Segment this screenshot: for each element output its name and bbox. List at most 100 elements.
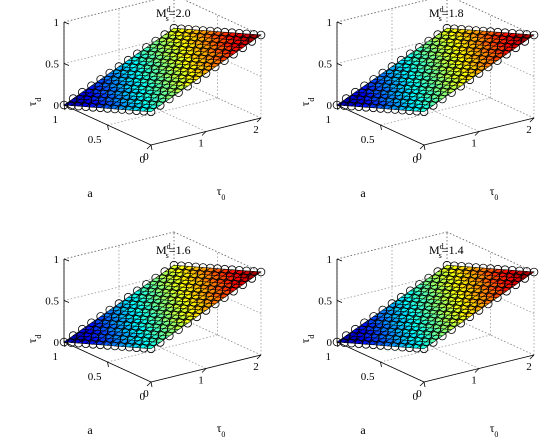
grid-line (380, 97, 491, 126)
data-marker (442, 23, 452, 33)
data-marker (165, 274, 175, 284)
markers (59, 260, 266, 354)
data-marker (181, 297, 191, 306)
data-marker (444, 45, 453, 54)
data-marker (242, 266, 251, 276)
data-marker (76, 94, 85, 104)
data-marker (138, 322, 147, 332)
data-marker (194, 68, 204, 78)
data-marker (174, 296, 184, 306)
data-marker (123, 292, 133, 302)
y-tick-label: 0.5 (88, 371, 102, 383)
data-marker (90, 96, 100, 105)
z-tick (63, 300, 70, 303)
data-marker (424, 36, 434, 46)
y-tick (107, 361, 109, 368)
data-marker (169, 260, 179, 270)
data-marker (442, 260, 452, 270)
data-marker (81, 339, 91, 348)
data-marker (421, 337, 431, 347)
data-marker (214, 48, 224, 58)
data-marker (457, 261, 466, 271)
title-sub: s (439, 14, 442, 23)
title-sub: s (166, 14, 169, 23)
data-marker (529, 267, 539, 277)
title-sup: d (167, 242, 171, 251)
data-marker (447, 59, 457, 69)
data-marker (229, 49, 238, 59)
data-marker (411, 85, 420, 95)
data-marker (493, 27, 503, 37)
data-marker (185, 311, 194, 321)
data-marker (431, 65, 440, 75)
data-marker (118, 76, 127, 86)
surface (336, 27, 535, 113)
x-tick (419, 381, 425, 387)
data-marker (187, 305, 196, 314)
data-marker (479, 263, 488, 273)
data-marker (383, 104, 393, 114)
z-axis-label-main: τ (298, 338, 312, 343)
data-marker (206, 263, 215, 273)
data-marker (134, 99, 143, 108)
data-marker (438, 37, 448, 47)
data-marker (441, 80, 451, 90)
data-marker (83, 95, 92, 104)
data-marker (158, 274, 168, 283)
data-marker (240, 36, 249, 46)
data-marker (356, 332, 365, 341)
x-tick-label: 1 (471, 375, 477, 387)
data-marker (218, 271, 228, 281)
data-marker (493, 264, 503, 274)
data-marker (370, 333, 380, 343)
data-marker (450, 261, 459, 271)
data-marker (211, 34, 220, 43)
data-marker (445, 66, 455, 76)
data-marker (167, 296, 177, 305)
z-tick (63, 104, 70, 108)
x-axis-label-sub: 0 (494, 193, 498, 202)
x-tick-label: 0 (143, 388, 149, 400)
data-marker (471, 291, 480, 301)
data-marker (441, 317, 451, 327)
data-marker (420, 287, 430, 297)
data-marker (105, 305, 115, 315)
x-axis-label: τ0 (490, 184, 499, 202)
data-marker (169, 289, 178, 298)
data-marker (449, 81, 458, 90)
y-tick (63, 341, 66, 348)
data-marker (349, 331, 358, 341)
y-axis-label-main: a (87, 423, 93, 437)
data-marker (399, 335, 409, 345)
data-marker (132, 314, 142, 324)
data-marker (68, 94, 78, 103)
data-marker (187, 39, 197, 49)
data-marker (419, 107, 429, 117)
data-marker (413, 50, 422, 59)
data-marker (340, 101, 349, 110)
data-marker (120, 306, 129, 316)
data-marker (425, 323, 435, 333)
y-tick-label: 0.5 (361, 371, 375, 383)
data-marker (158, 302, 167, 312)
data-marker (103, 312, 113, 322)
data-marker (154, 79, 164, 89)
data-marker (378, 97, 387, 106)
data-marker (376, 341, 385, 350)
data-marker (114, 90, 123, 100)
data-marker (167, 267, 177, 277)
data-marker (425, 58, 435, 67)
data-marker (430, 94, 440, 103)
data-marker (114, 299, 124, 308)
data-marker (139, 315, 149, 325)
data-marker (183, 81, 193, 91)
data-marker (405, 343, 414, 352)
data-marker (88, 103, 98, 112)
data-marker (152, 58, 162, 67)
data-marker (159, 87, 169, 96)
z-tick (63, 63, 70, 66)
data-marker (222, 286, 231, 295)
data-marker (405, 106, 414, 115)
data-marker (125, 342, 134, 352)
